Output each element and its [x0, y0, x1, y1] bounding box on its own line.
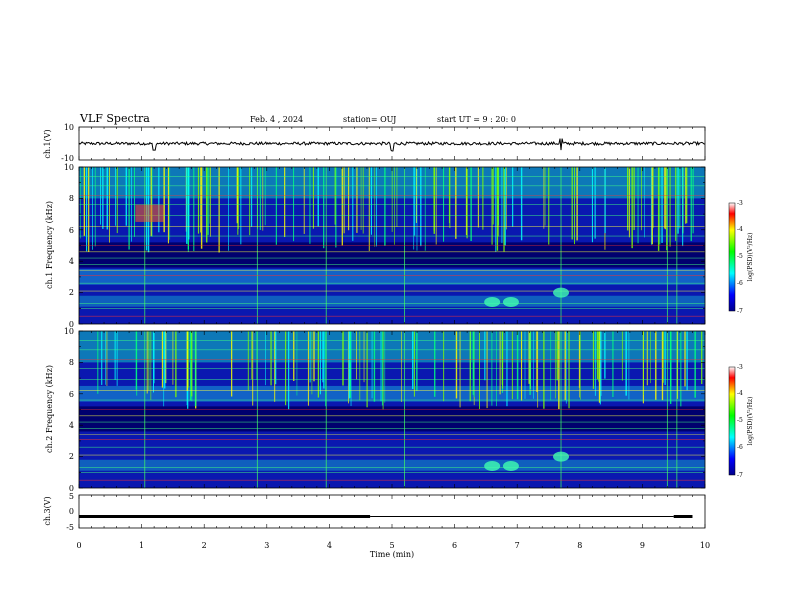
x-axis-label: Time (min): [370, 550, 414, 559]
ch1-ylabel: ch.1(V): [43, 129, 52, 158]
x-tick-label: 10: [700, 541, 710, 550]
ch3-ytick-0: 0: [69, 507, 74, 516]
ch2-spec-ytick-6: 6: [69, 390, 74, 399]
ch1-spec-ytick-10: 10: [64, 163, 74, 172]
ch3-ytick-m5: -5: [66, 523, 74, 532]
ch2-spec-ytick-0: 0: [69, 484, 74, 493]
spec-band-dark: [79, 406, 705, 432]
ch2-spectrogram-image: [79, 331, 705, 488]
ch1-cbar-tick-m5: -5: [737, 253, 743, 260]
x-tick-label: 8: [577, 541, 582, 550]
ch2-spec-ticks: [78, 330, 706, 489]
x-tick-labels: 0 1 2 3 4 5 6 7 8 9 10: [76, 541, 710, 550]
ch1-cbar-tick-m6: -6: [737, 280, 743, 287]
ch3-panel: 5 0 -5 ch.3(V): [43, 492, 706, 532]
emission-blob: [484, 461, 501, 472]
station-label: station= OUJ: [343, 115, 396, 124]
ch2-spec-ytick-10: 10: [64, 327, 74, 336]
ch1-spec-ytick-8: 8: [69, 194, 74, 203]
figure-title: VLF Spectra: [79, 112, 150, 125]
x-tick-label: 5: [389, 541, 394, 550]
ch1-cbar-tick-m4: -4: [737, 226, 743, 233]
spec-band-main: [79, 269, 705, 285]
ch2-cbar-tick-m5: -5: [737, 417, 743, 424]
x-tick-label: 3: [264, 541, 269, 550]
ch1-spec-ylabel: ch.1 Frequency (kHz): [45, 201, 54, 289]
x-tick-label: 4: [327, 541, 332, 550]
ch1-trace: [78, 138, 706, 152]
ch1-cbar-tick-m3: -3: [737, 200, 743, 207]
start-time-label: start UT = 9 : 20: 0: [437, 115, 516, 124]
ch1-colorbar: [728, 202, 736, 312]
emission-blob: [553, 451, 570, 462]
ch1-spec-ytick-0: 0: [69, 320, 74, 329]
emission-blob: [502, 297, 519, 308]
ch1-spec-ytick-4: 4: [69, 257, 74, 266]
ch1-ticks: [78, 127, 706, 160]
ch1-cbar-tick-m7: -7: [737, 308, 743, 315]
x-tick-label: 9: [640, 541, 645, 550]
ch2-spec-ytick-2: 2: [69, 452, 74, 461]
ch2-cbar-tick-m6: -6: [737, 444, 743, 451]
x-tick-label: 1: [139, 541, 144, 550]
spec-band-main: [79, 385, 705, 402]
ch1-spec-ticks: [78, 166, 706, 325]
x-tick-label: 6: [452, 541, 457, 550]
spec-band-low: [79, 459, 705, 471]
ch1-spectrogram-panel: 10 8 6 4 2 0 ch.1 Frequency (kHz) -3 -4 …: [45, 163, 754, 329]
ch2-colorbar: [728, 366, 736, 476]
x-tick-label: 0: [76, 541, 81, 550]
ch1-ytick-top: 10: [64, 123, 74, 132]
emission-blob: [553, 287, 570, 298]
ch1-cbar-label: log(PSD)(V²/Hz): [747, 233, 754, 282]
ch1-spec-ytick-6: 6: [69, 226, 74, 235]
emission-blob: [502, 461, 519, 472]
ch3-ytick-5: 5: [69, 492, 74, 501]
ch2-spec-ytick-8: 8: [69, 358, 74, 367]
x-tick-label: 7: [515, 541, 520, 550]
emission-blob: [484, 297, 501, 308]
ch3-frame: [78, 494, 706, 529]
ch2-cbar-tick-m4: -4: [737, 390, 743, 397]
ch3-ylabel: ch.3(V): [43, 496, 52, 525]
ch2-cbar-tick-m3: -3: [737, 364, 743, 371]
spec-band-low: [79, 295, 705, 307]
ch2-cbar-label: log(PSD)(V²/Hz): [747, 397, 754, 446]
ch1-spectrogram-image: [79, 167, 705, 324]
date-label: Feb. 4 , 2024: [250, 115, 303, 124]
hot-patch: [135, 204, 164, 222]
ch2-spectrogram-panel: 10 8 6 4 2 0 ch.2 Frequency (kHz) -3 -4 …: [45, 327, 754, 493]
ch2-cbar-tick-m7: -7: [737, 472, 743, 479]
ch1-ytick-bottom: -10: [61, 154, 74, 163]
ch2-spec-ylabel: ch.2 Frequency (kHz): [45, 365, 54, 453]
ch2-spec-ytick-4: 4: [69, 421, 74, 430]
ch1-waveform-panel: 10 -10 ch.1(V): [43, 123, 706, 163]
ch3-ticks: [78, 495, 706, 528]
spec-band-dark: [79, 242, 705, 268]
ch1-spec-ytick-2: 2: [69, 288, 74, 297]
x-tick-label: 2: [202, 541, 207, 550]
